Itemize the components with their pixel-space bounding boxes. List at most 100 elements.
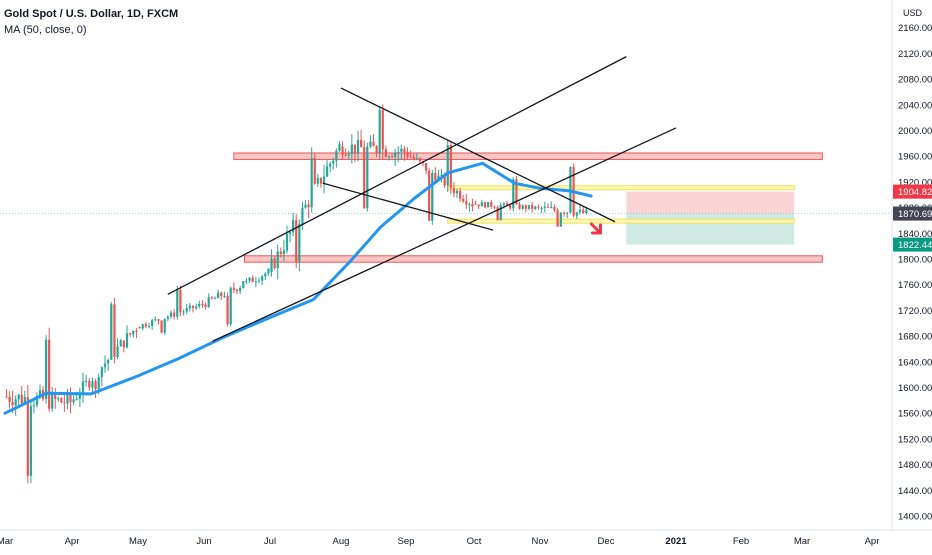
price-tick-label: 1800.00 [898, 255, 932, 266]
candle-body [512, 179, 515, 209]
price-tick-label: 1720.00 [898, 306, 932, 317]
candle-body [94, 381, 97, 390]
price-label-box [893, 237, 932, 252]
candle-body [81, 381, 85, 395]
candle-body [480, 202, 483, 207]
candle-body [107, 359, 110, 364]
candle-body [384, 149, 387, 157]
candle-body [562, 212, 566, 214]
time-tick-label: Feb [733, 536, 749, 547]
candle-body [78, 394, 81, 399]
candle-body [270, 258, 273, 272]
candle-body [110, 304, 113, 360]
candle-body [188, 305, 191, 309]
time-tick-label: Mar [0, 536, 13, 547]
candle-body [157, 319, 160, 321]
candle-body [207, 297, 210, 307]
candle-body [471, 204, 474, 207]
candle-body [295, 220, 298, 262]
candle-body [310, 158, 313, 208]
candle-body [487, 202, 490, 208]
candle-body [304, 204, 307, 208]
candle-body [51, 393, 54, 409]
time-tick-label: Jul [264, 536, 276, 547]
candle-body [45, 339, 48, 399]
candle-body [443, 174, 446, 186]
candle-body [440, 174, 443, 176]
candle-body [531, 205, 534, 209]
candle-body [527, 205, 531, 209]
candle-body [8, 396, 11, 403]
price-tick-label: 2080.00 [898, 75, 932, 86]
candle-body [29, 406, 32, 476]
candle-body [242, 281, 245, 289]
candle-body [160, 320, 163, 333]
candle-body [176, 289, 179, 317]
price-label-text: 1904.82 [898, 187, 932, 198]
candle-body [201, 304, 204, 306]
candle-body [20, 394, 23, 404]
price-tick-label: 1600.00 [898, 383, 932, 394]
candle-body [540, 208, 543, 210]
candle-body [17, 394, 20, 400]
candle-body [424, 163, 428, 171]
candle-body [229, 287, 232, 325]
candle-body [276, 251, 279, 269]
candle-body [329, 163, 332, 167]
candle-body [151, 320, 154, 327]
price-tick-label: 1440.00 [898, 486, 932, 497]
candle-body [66, 393, 69, 404]
candle-body [474, 203, 477, 205]
candle-body [550, 207, 553, 209]
candle-body [72, 399, 75, 403]
candle-body [204, 304, 207, 307]
yellow-zone-3 [447, 218, 795, 224]
indicator-label[interactable]: MA (50, close, 0) [4, 24, 87, 36]
candle-body [452, 188, 456, 194]
candle-body [122, 340, 125, 348]
candle-body [100, 367, 103, 377]
candle-body [409, 156, 412, 158]
candle-body [394, 152, 397, 158]
time-tick-label: Sep [398, 536, 415, 547]
position-target-zone [626, 213, 795, 245]
time-tick-label: Apr [65, 536, 80, 547]
candle-body [88, 380, 91, 388]
candle-body [335, 150, 338, 161]
candle-body [585, 209, 588, 214]
candle-body [97, 376, 100, 390]
candle-body [132, 330, 135, 335]
candle-body [166, 316, 169, 319]
price-tick-label: 2120.00 [898, 49, 932, 60]
candle-body [477, 204, 480, 207]
candle-body [113, 304, 116, 357]
candle-body [553, 207, 556, 211]
candle-body [264, 273, 267, 277]
candle-body [375, 146, 378, 154]
candle-body [198, 304, 201, 307]
candle-body [119, 340, 122, 347]
candle-body [307, 204, 310, 208]
candle-body [521, 205, 524, 209]
candle-body [254, 281, 257, 283]
candle-body [69, 393, 72, 403]
candle-body [509, 205, 512, 209]
candle-body [235, 289, 239, 292]
candle-body [406, 151, 409, 157]
candle-body [505, 203, 509, 206]
moving-average-line [3, 161, 593, 415]
candle-body [332, 160, 335, 164]
candle-body [515, 179, 518, 205]
candle-body [524, 205, 527, 209]
candle-body [35, 396, 39, 406]
symbol-title[interactable]: Gold Spot / U.S. Dollar, 1D, FXCM [4, 8, 179, 20]
candle-body [298, 223, 301, 262]
support-resistance-zone-0 [233, 152, 823, 160]
price-tick-label: 1680.00 [898, 332, 932, 343]
trendline-1 [212, 127, 677, 342]
candle-body [496, 207, 499, 221]
price-tick-label: 2040.00 [898, 100, 932, 111]
